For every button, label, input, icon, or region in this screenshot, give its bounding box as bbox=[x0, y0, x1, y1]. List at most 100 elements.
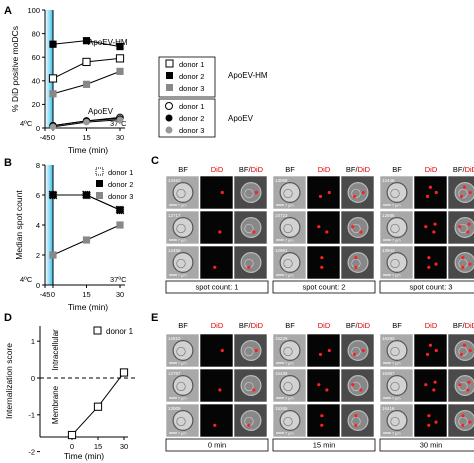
column-header: DiD bbox=[318, 321, 331, 330]
nucleus-outline bbox=[458, 188, 468, 199]
x-tick-label: -45 bbox=[40, 133, 51, 142]
group-label: 15 min bbox=[313, 441, 336, 450]
legend-marker-gray-circle bbox=[165, 126, 173, 134]
cell-outline bbox=[172, 410, 194, 432]
scale-bar-label: 7 μm bbox=[392, 239, 401, 243]
cell-id: 12810 bbox=[168, 336, 181, 341]
panel-b-legend: donor 1 donor 2 donor 3 bbox=[95, 167, 133, 201]
did-spot bbox=[424, 225, 428, 229]
did-spot bbox=[247, 265, 251, 269]
x-tick-label: 0 bbox=[51, 133, 55, 142]
data-point bbox=[115, 54, 125, 63]
nucleus-outline bbox=[390, 381, 400, 392]
column-header: BF/DiD bbox=[239, 165, 264, 174]
panel-d-legend: donor 1 bbox=[93, 326, 134, 336]
cell-id: 12458 bbox=[168, 248, 181, 253]
did-spot bbox=[327, 190, 331, 195]
group-label: 0 min bbox=[208, 441, 226, 450]
panel-d-x-ticks: 0 15 30 bbox=[70, 437, 128, 451]
cell-id: 12961 bbox=[275, 248, 288, 253]
legend-label: donor 3 bbox=[179, 126, 204, 135]
did-spot bbox=[320, 265, 324, 269]
panel-d-series bbox=[67, 368, 129, 440]
data-point bbox=[82, 57, 91, 67]
y-tick-label: 40 bbox=[32, 77, 40, 86]
data-point bbox=[93, 402, 103, 411]
nucleus-outline bbox=[351, 346, 361, 357]
did-spot bbox=[434, 190, 438, 195]
did-spot bbox=[318, 194, 323, 199]
column-header: BF bbox=[392, 321, 402, 330]
did-spot bbox=[352, 194, 357, 199]
nucleus-outline bbox=[351, 223, 361, 234]
data-point bbox=[82, 191, 91, 199]
column-header: BF bbox=[392, 165, 402, 174]
did-image bbox=[199, 245, 234, 280]
did-spot bbox=[252, 388, 256, 392]
cell-id: 12787 bbox=[168, 371, 181, 376]
legend-marker-filled-square bbox=[96, 180, 103, 187]
nucleus-outline bbox=[283, 346, 293, 357]
did-spot bbox=[361, 348, 365, 353]
panel-d-side-top: Intracellular bbox=[51, 329, 60, 371]
x-tick-label: 0 bbox=[70, 442, 74, 451]
did-spot bbox=[218, 388, 222, 392]
panel-a-temp-cold: 4ºC bbox=[20, 119, 33, 128]
column-header: BF/DiD bbox=[453, 165, 474, 174]
cell-outline bbox=[454, 375, 474, 396]
group-label-box bbox=[165, 438, 269, 452]
panel-a-legend-ev: donor 1 donor 2 donor 3 ApoEV bbox=[158, 98, 254, 138]
group-label-box bbox=[379, 280, 474, 294]
did-spot bbox=[354, 414, 358, 418]
did-image bbox=[199, 403, 234, 438]
panel-d-y-ticks: -2 -1 0 1 bbox=[28, 337, 40, 456]
cell-id: 13685 bbox=[382, 213, 395, 218]
nucleus-outline bbox=[176, 223, 186, 234]
panel-a-xlabel: Time (min) bbox=[68, 145, 108, 155]
did-spot bbox=[254, 190, 258, 195]
did-spot bbox=[462, 343, 467, 347]
scale-bar-label: 7 μm bbox=[392, 204, 401, 208]
nucleus-outline bbox=[390, 416, 400, 427]
did-spot bbox=[213, 265, 217, 269]
nucleus-outline bbox=[458, 223, 468, 234]
bf-image bbox=[165, 333, 200, 368]
did-image bbox=[413, 403, 448, 438]
data-point bbox=[116, 67, 124, 75]
cell-outline bbox=[240, 182, 262, 204]
did-spot bbox=[320, 256, 324, 260]
did-spot bbox=[254, 348, 258, 353]
cell-outline bbox=[386, 252, 408, 274]
cell-outline bbox=[279, 217, 301, 239]
panel-b-chart: 0 2 4 6 8 -45 0 15 30 Median spot count Time (m… bbox=[14, 161, 133, 312]
column-header: DiD bbox=[318, 165, 331, 174]
x-tick-label: -45 bbox=[40, 290, 51, 299]
panel-a-cold-band bbox=[45, 10, 53, 128]
nucleus-outline bbox=[351, 381, 361, 392]
panel-a-label-ev: ApoEV bbox=[88, 107, 114, 116]
legend-marker-open-circle bbox=[165, 102, 173, 110]
did-spot bbox=[468, 262, 472, 266]
did-spot bbox=[220, 190, 224, 195]
did-spot bbox=[434, 262, 438, 266]
column-header: BF/DiD bbox=[453, 321, 474, 330]
data-point bbox=[83, 118, 90, 126]
nucleus-outline bbox=[458, 346, 468, 357]
did-spot bbox=[352, 352, 357, 357]
did-spot bbox=[433, 222, 437, 226]
cell-id: 13463 bbox=[168, 178, 181, 183]
nucleus-outline bbox=[176, 416, 186, 427]
cell-outline bbox=[454, 252, 474, 273]
cell-outline bbox=[172, 252, 194, 274]
did-spot bbox=[427, 423, 431, 427]
panel-a-chart: 0 20 40 60 80 100 -45 0 15 30 % DiD positive moD… bbox=[10, 6, 128, 155]
did-image bbox=[413, 368, 448, 403]
x-tick-label: 30 bbox=[116, 133, 124, 142]
nucleus-outline bbox=[176, 188, 186, 199]
nucleus-outline bbox=[283, 223, 293, 234]
y-tick-label: 6 bbox=[36, 191, 40, 200]
data-point bbox=[48, 74, 58, 83]
bf-image bbox=[165, 403, 200, 438]
legend-label: donor 1 bbox=[106, 327, 134, 336]
